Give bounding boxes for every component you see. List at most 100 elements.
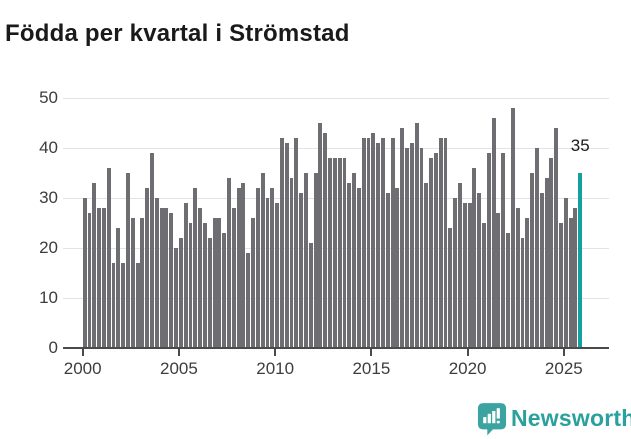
bar [236,188,241,348]
bar [520,238,525,348]
bar [111,263,116,348]
x-axis-label-2000: 2000 [63,359,102,378]
bar [299,193,304,348]
bar [178,238,183,348]
bar [183,203,188,348]
x-axis-label-2015: 2015 [352,359,391,378]
bar [352,173,357,348]
y-axis-label-30: 30 [39,188,58,207]
y-axis-label-10: 10 [39,288,58,307]
bar [458,183,462,348]
bar [198,208,203,348]
bar [395,188,400,348]
bar [337,158,342,348]
bar [332,158,337,348]
bar [390,138,395,348]
bar [212,218,217,348]
bar [501,153,506,348]
bar [323,133,328,348]
bar [265,198,270,348]
bar [241,183,246,348]
page-title: Födda per kvartal i Strömstad [5,20,350,48]
bar [438,138,443,348]
bar [106,168,111,348]
y-axis-label-40: 40 [39,138,58,157]
bar-chart: 0 10 20 30 40 50 2000 2005 2010 2015 2020 2025 35 [39,88,609,378]
gridline-y-40 [63,148,609,149]
bar [294,138,299,348]
bar [549,158,554,348]
bar [554,128,559,348]
bar [82,198,87,348]
bar [376,143,381,348]
bar [419,148,424,348]
bar [361,138,366,348]
x-axis-label-2005: 2005 [160,359,198,378]
bar [222,233,227,348]
bar [275,203,280,348]
bar [328,158,332,348]
newsworthy-bubble-icon [477,403,507,436]
bar [539,193,544,348]
bar [414,123,419,348]
bar [472,168,477,348]
bar [366,138,371,348]
bar [92,183,97,348]
bar [409,143,414,348]
bar [559,223,563,348]
bar [563,198,568,348]
bar [145,188,150,348]
plot-area [63,90,609,348]
bar [424,183,429,348]
bar [87,213,92,348]
bar [405,148,409,348]
bar [530,173,535,348]
bar [429,158,434,348]
bar [260,173,265,348]
bar [462,203,467,348]
bar [448,228,453,348]
bar [140,218,145,348]
bar [279,138,284,348]
bar [482,223,486,348]
x-axis-label-2025: 2025 [544,359,583,378]
bar [568,218,573,348]
bar [154,198,159,348]
bar [342,158,347,348]
gridline-y-50 [63,98,609,99]
x-tick-2005 [177,349,180,356]
bar [116,228,121,348]
bar [381,138,385,348]
bar [486,153,491,348]
last-value-annotation: 35 [570,136,590,155]
bar [356,188,361,348]
bar [101,208,106,348]
bar [193,188,198,348]
bar [496,213,501,348]
bar [246,253,251,348]
bar [534,148,539,348]
bar [400,128,405,348]
bar [188,223,193,348]
x-axis-line [63,346,609,349]
x-axis-label-2010: 2010 [256,359,295,378]
bar [150,153,154,348]
x-tick-2015 [370,349,373,356]
bar [385,193,390,348]
bar [202,223,207,348]
bar [453,198,458,348]
bar [270,188,275,348]
bar [227,178,231,348]
y-axis-label-50: 50 [39,88,58,107]
bar [525,218,530,348]
x-tick-2010 [274,349,277,356]
bar [443,138,448,348]
bar [207,238,212,348]
bar [169,213,174,348]
newsworthy-logo: Newsworthy [477,402,631,436]
bar [97,208,102,348]
bar [347,183,352,348]
bar [135,263,140,348]
bar [318,123,323,348]
bar [433,153,438,348]
